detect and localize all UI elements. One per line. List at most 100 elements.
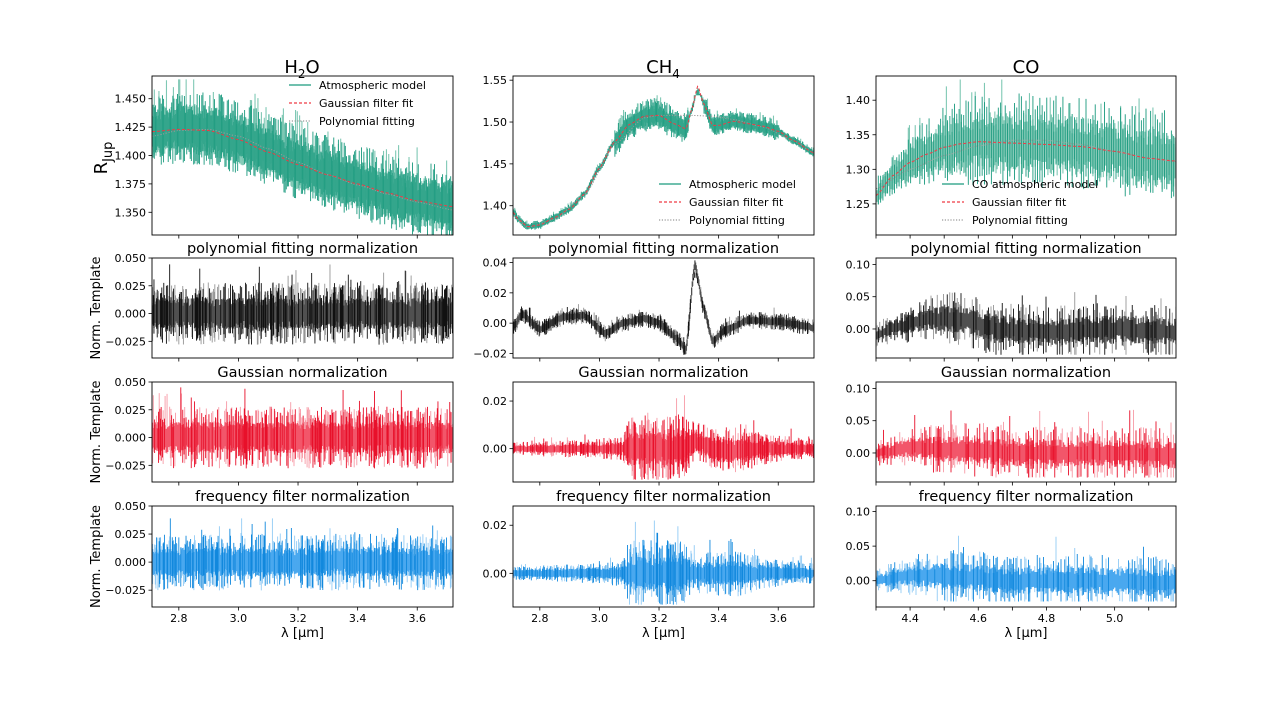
y-tick-label: 0.04: [483, 257, 508, 270]
axes-frame: [512, 257, 815, 359]
panel-title: frequency filter normalization: [556, 489, 771, 505]
x-tick-label: 4.8: [1038, 612, 1056, 625]
panel-h2o-gauss-norm: Gaussian normalization Norm. Template −0.0…: [89, 365, 454, 486]
panel-title: frequency filter normalization: [195, 489, 410, 505]
y-tick-label: 0.025: [115, 280, 147, 293]
y-tick-label: 0.00: [846, 575, 871, 588]
axes-frame: [512, 505, 815, 608]
y-tick-label: 0.050: [115, 500, 147, 513]
legend-label: Gaussian filter fit: [972, 196, 1067, 209]
x-tick-label: 3.6: [769, 612, 787, 625]
panel-ch4-gauss-norm: Gaussian normalization 0.00 0.02: [483, 365, 815, 486]
legend-label: Polynomial fitting: [319, 115, 415, 128]
series-normalized-spikes-light: [152, 518, 453, 591]
x-tick-label: 2.8: [170, 612, 188, 625]
x-tick-label: 3.0: [591, 612, 609, 625]
y-tick-label: −0.02: [473, 347, 507, 360]
y-tick-label: 1.35: [846, 129, 871, 142]
panel-title: frequency filter normalization: [919, 489, 1134, 505]
plot-area: [152, 264, 453, 345]
plot-area: [513, 260, 814, 355]
x-tick-label: 3.0: [230, 612, 248, 625]
y-tick-label: 0.02: [483, 519, 508, 532]
column-title-ch4: CH4: [646, 57, 680, 81]
axes-frame: [875, 381, 1177, 483]
y-tick-label: 1.40: [846, 94, 871, 107]
panel-co-model: CO atmospheric model Gaussian filter fit P…: [846, 75, 1177, 239]
y-tick-label: 0.000: [115, 556, 147, 569]
plot-area: [513, 85, 814, 230]
ylabel-norm-template: Norm. Template: [89, 256, 104, 359]
x-tick-label: 4.6: [970, 612, 988, 625]
series-gaussian-filter-fit: [513, 85, 814, 228]
series-normalized-spikes-light: [515, 395, 812, 480]
plot-area: [513, 520, 814, 605]
column-title-h2o: H2O: [284, 57, 319, 81]
plot-area: [152, 79, 453, 235]
y-tick-label: 1.40: [483, 200, 508, 213]
y-tick-label: 0.05: [846, 291, 871, 304]
series-normalized-spikes: [878, 410, 1176, 478]
y-tick-label: 1.55: [483, 74, 508, 87]
series-normalized-spikes-light: [152, 393, 453, 469]
legend-label: Polynomial fitting: [972, 214, 1068, 227]
legend-label: Polynomial fitting: [689, 214, 785, 227]
series-normalized-spikes-light: [876, 292, 1173, 355]
x-tick-label: 3.2: [289, 612, 307, 625]
x-tick-label: 3.2: [650, 612, 668, 625]
column-title-co: CO: [1013, 57, 1040, 78]
y-tick-label: 1.45: [483, 158, 508, 171]
xlabel: λ [μm]: [281, 626, 324, 641]
series-normalized-spikes-light: [876, 409, 1174, 478]
plot-area: [152, 387, 453, 469]
y-tick-label: 0.00: [483, 317, 508, 330]
y-tick-label: 1.425: [115, 121, 147, 134]
y-tick-label: 0.00: [846, 447, 871, 460]
y-tick-label: 0.000: [115, 308, 147, 321]
xlabel: λ [μm]: [1005, 626, 1048, 641]
panel-ch4-poly-norm: polynomial fitting normalization −0.02 0.0…: [473, 241, 815, 362]
y-tick-label: 0.05: [846, 540, 871, 553]
panel-h2o-model: Atmospheric model Gaussian filter fit Poly…: [115, 75, 454, 239]
ylabel-norm-template: Norm. Template: [89, 380, 104, 483]
axes-frame: [875, 75, 1177, 236]
series-normalized-spikes: [152, 518, 450, 591]
series-normalized-spikes: [513, 414, 814, 480]
y-tick-label: 0.025: [115, 404, 147, 417]
panel-ch4-model: Atmospheric model Gaussian filter fit Poly…: [483, 74, 815, 239]
series-normalized-spikes: [154, 387, 452, 469]
panel-title: Gaussian normalization: [941, 365, 1111, 381]
axes-frame: [151, 257, 454, 359]
series-normalized-spikes: [515, 532, 814, 605]
x-tick-label: 4.4: [901, 612, 919, 625]
series-atmospheric-model: [876, 93, 1176, 210]
y-tick-label: 0.05: [846, 415, 871, 428]
legend-label: CO atmospheric model: [972, 178, 1098, 191]
legend: Atmospheric model Gaussian filter fit Poly…: [289, 79, 426, 128]
panel-co-freq-norm: frequency filter normalization λ [μm] 4.4 4…: [846, 489, 1177, 641]
series-normalized-spikes: [876, 546, 1176, 602]
y-tick-label: 0.00: [846, 323, 871, 336]
legend-label: Atmospheric model: [319, 79, 426, 92]
x-tick-label: 2.8: [531, 612, 549, 625]
axes-frame: [151, 505, 454, 608]
panel-title: polynomial fitting normalization: [187, 241, 418, 257]
y-tick-label: 1.375: [115, 178, 147, 191]
plot-area: [513, 395, 814, 480]
axes-frame: [512, 381, 815, 483]
panel-title: Gaussian normalization: [217, 365, 387, 381]
y-tick-label: 1.30: [846, 163, 871, 176]
axes-frame: [875, 257, 1177, 359]
y-tick-label: −0.025: [105, 459, 146, 472]
y-tick-label: −0.025: [105, 335, 146, 348]
series-normalized-spikes-light: [513, 520, 814, 605]
plot-area: [876, 409, 1176, 478]
panel-title: Gaussian normalization: [578, 365, 748, 381]
y-tick-label: −0.025: [105, 584, 146, 597]
series-polynomial-fitting: [876, 139, 1176, 190]
ylabel-norm-template: Norm. Template: [89, 505, 104, 608]
x-tick-label: 3.4: [710, 612, 728, 625]
x-tick-label: 5.0: [1106, 612, 1124, 625]
y-tick-label: 0.000: [115, 432, 147, 445]
legend: Atmospheric model Gaussian filter fit Poly…: [659, 178, 796, 227]
